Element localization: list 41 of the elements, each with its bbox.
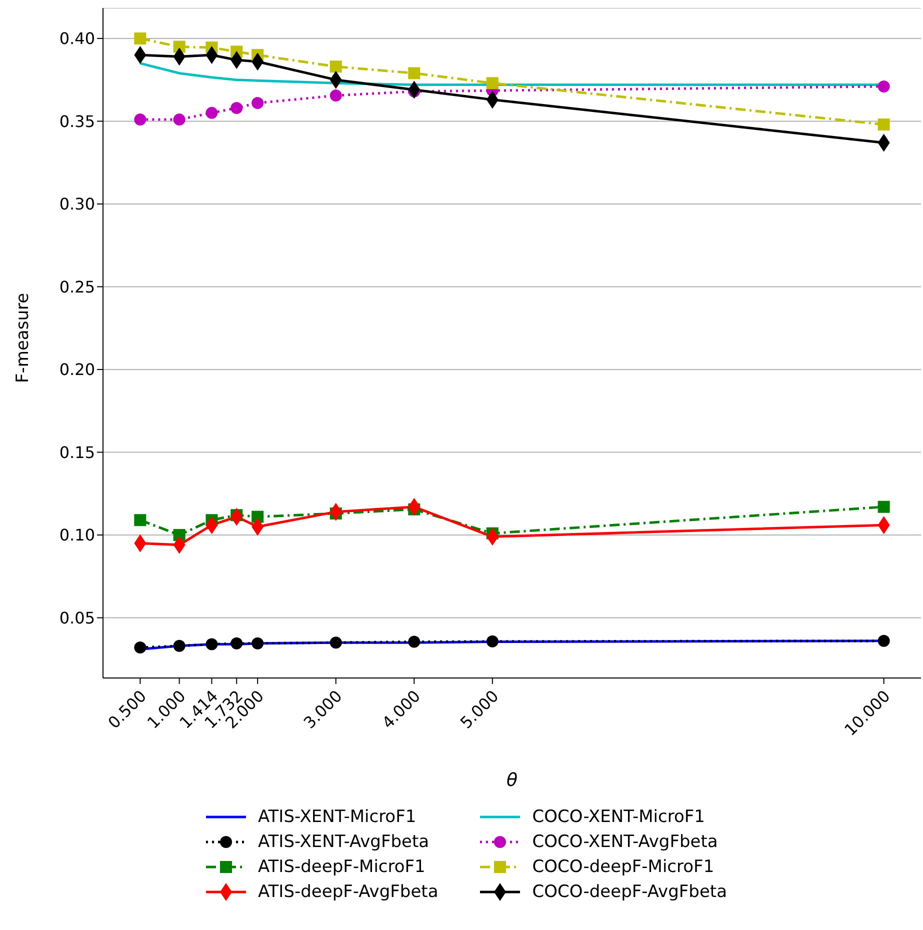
point bbox=[173, 114, 186, 126]
y-axis-title: F-measure bbox=[13, 292, 34, 383]
legend-label: COCO-deepF-MicroF1 bbox=[532, 856, 714, 876]
y-tick-label: 0.05 bbox=[59, 608, 95, 628]
legend-label: ATIS-deepF-MicroF1 bbox=[258, 856, 426, 876]
point bbox=[134, 514, 146, 526]
point bbox=[230, 102, 243, 114]
point bbox=[330, 636, 342, 649]
point bbox=[878, 118, 890, 131]
point bbox=[486, 635, 498, 648]
legend-label: ATIS-XENT-MicroF1 bbox=[258, 806, 416, 826]
y-tick-label: 0.40 bbox=[59, 29, 95, 48]
point bbox=[134, 642, 146, 654]
y-tick-label: 0.25 bbox=[59, 277, 95, 296]
point bbox=[230, 637, 243, 650]
point bbox=[486, 77, 498, 90]
point bbox=[330, 90, 342, 102]
legend-label: ATIS-XENT-AvgFbeta bbox=[258, 832, 430, 852]
x-axis-title: θ bbox=[506, 770, 518, 791]
point bbox=[134, 32, 146, 44]
legend-label: COCO-XENT-AvgFbeta bbox=[532, 832, 718, 852]
point bbox=[206, 638, 218, 650]
y-tick-label: 0.20 bbox=[59, 360, 95, 380]
point bbox=[878, 634, 890, 647]
point bbox=[206, 106, 218, 119]
legend-label: COCO-XENT-MicroF1 bbox=[532, 806, 705, 826]
y-tick-label: 0.30 bbox=[59, 194, 95, 214]
point bbox=[134, 114, 146, 126]
y-tick-label: 0.15 bbox=[59, 442, 95, 462]
point bbox=[173, 640, 186, 652]
point bbox=[878, 500, 890, 513]
point bbox=[408, 67, 420, 80]
point bbox=[408, 636, 420, 648]
point bbox=[878, 80, 890, 92]
point bbox=[252, 97, 264, 110]
legend-label: ATIS-deepF-AvgFbeta bbox=[258, 882, 438, 902]
y-tick-label: 0.35 bbox=[59, 112, 95, 131]
point bbox=[252, 637, 264, 650]
point bbox=[330, 60, 342, 73]
legend-label: COCO-deepF-AvgFbeta bbox=[532, 882, 728, 902]
y-tick-label: 0.10 bbox=[59, 526, 95, 545]
